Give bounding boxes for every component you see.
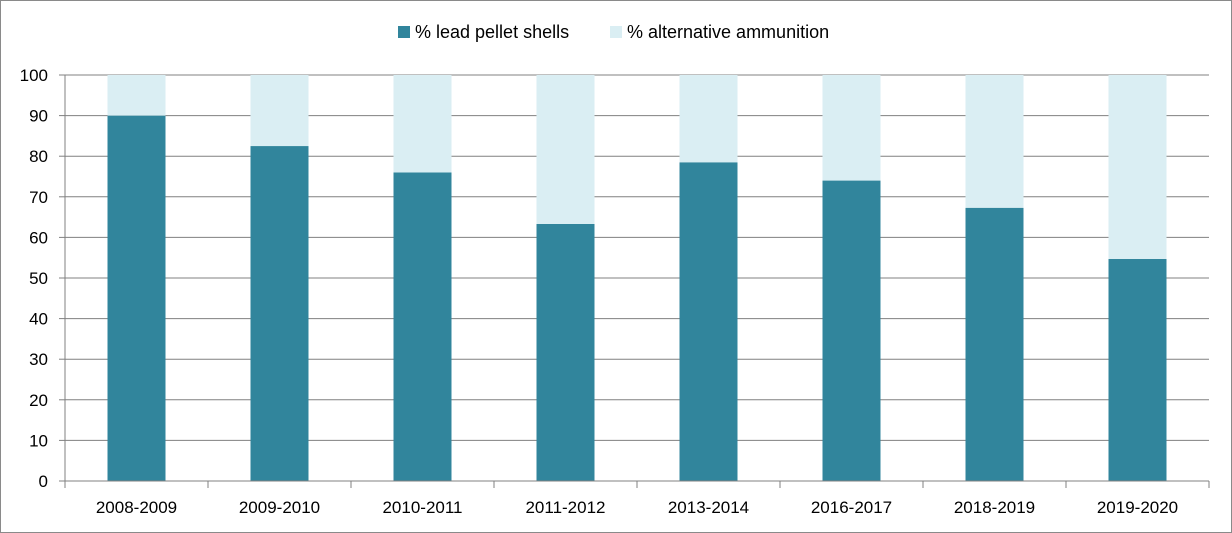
y-tick-label: 70 (29, 188, 48, 207)
x-tick-label: 2011-2012 (525, 498, 605, 517)
x-tick-label: 2016-2017 (811, 498, 892, 517)
legend-label-alternative: % alternative ammunition (627, 22, 829, 42)
y-tick-label: 10 (29, 431, 48, 450)
x-tick-label: 2008-2009 (96, 498, 177, 517)
y-tick-label: 50 (29, 269, 48, 288)
gridlines (65, 74, 1209, 482)
y-tick-label: 0 (39, 472, 48, 491)
y-tick-label: 100 (20, 66, 48, 85)
legend-swatch-lead (398, 26, 410, 38)
y-tick-label: 30 (29, 350, 48, 369)
bar-alternative-ammunition (679, 75, 738, 163)
bar-lead-pellet (393, 172, 452, 481)
legend-swatch-alternative (610, 26, 622, 38)
bar-alternative-ammunition (536, 75, 595, 225)
x-axis-tick-labels: 2008-2009 2009-2010 2010-2011 2011-2012 2013… (96, 498, 1178, 517)
bar-lead-pellet (250, 146, 309, 482)
y-tick-label: 40 (29, 310, 48, 329)
x-tick-label: 2009-2010 (239, 498, 320, 517)
legend-item-alternative: % alternative ammunition (610, 22, 829, 42)
x-tick-label: 2010-2011 (382, 498, 462, 517)
legend: % lead pellet shells % alternative ammun… (398, 22, 829, 42)
bar-lead-pellet (822, 180, 881, 481)
bar-alternative-ammunition (822, 75, 881, 181)
y-axis-tick-labels: 0 10 20 30 40 50 60 70 80 90 100 (20, 66, 48, 491)
bar-lead-pellet (107, 115, 166, 481)
bars (107, 75, 1167, 482)
y-tick-label: 80 (29, 147, 48, 166)
y-tick-label: 60 (29, 228, 48, 247)
x-tick-label: 2013-2014 (668, 498, 749, 517)
x-tick-label: 2018-2019 (954, 498, 1035, 517)
bar-lead-pellet (536, 224, 595, 481)
bar-alternative-ammunition (1108, 75, 1167, 259)
axes (59, 74, 1210, 488)
bar-lead-pellet (965, 207, 1024, 481)
bar-alternative-ammunition (107, 75, 166, 116)
bar-alternative-ammunition (393, 75, 452, 173)
bar-lead-pellet (679, 162, 738, 482)
x-tick-label: 2019-2020 (1097, 498, 1178, 517)
bar-alternative-ammunition (250, 75, 309, 147)
y-tick-label: 20 (29, 391, 48, 410)
bar-lead-pellet (1108, 258, 1167, 481)
legend-item-lead: % lead pellet shells (398, 22, 569, 42)
bar-alternative-ammunition (965, 75, 1024, 208)
legend-label-lead: % lead pellet shells (415, 22, 569, 42)
y-tick-label: 90 (29, 107, 48, 126)
